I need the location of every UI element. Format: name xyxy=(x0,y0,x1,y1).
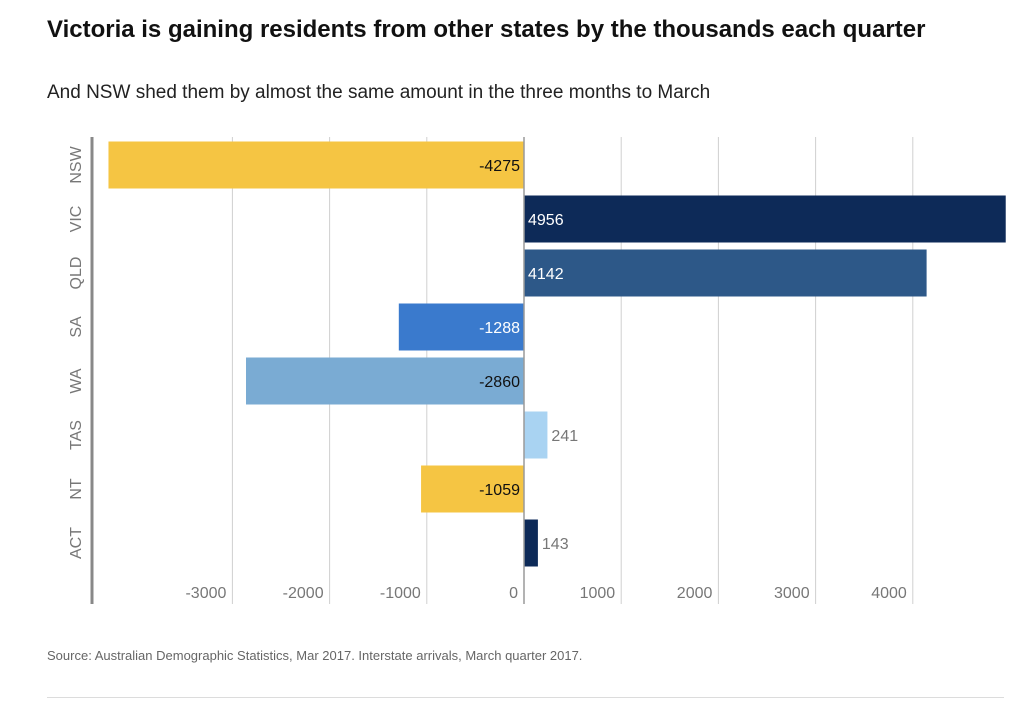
bar-sa xyxy=(398,303,524,351)
value-label: 4956 xyxy=(528,212,564,229)
category-label: VIC xyxy=(68,206,85,233)
category-label: QLD xyxy=(68,257,85,290)
category-label: NSW xyxy=(68,145,85,183)
x-tick-label: -2000 xyxy=(283,585,324,602)
value-label: 143 xyxy=(542,536,569,553)
chart-subtitle: And NSW shed them by almost the same amo… xyxy=(47,82,711,103)
category-label: NT xyxy=(68,478,85,500)
category-label: WA xyxy=(68,368,85,394)
x-tick-label: -1000 xyxy=(380,585,421,602)
footer-divider xyxy=(47,697,1004,698)
bar-qld xyxy=(524,249,927,297)
x-tick-label: 2000 xyxy=(677,585,713,602)
category-label: ACT xyxy=(68,527,85,559)
x-tick-label: 3000 xyxy=(774,585,810,602)
chart-title: Victoria is gaining residents from other… xyxy=(47,16,926,43)
bar-nsw xyxy=(108,141,524,189)
category-label: SA xyxy=(68,316,85,338)
value-label: -1059 xyxy=(479,482,520,499)
bar-wa xyxy=(246,357,524,405)
value-label: -4275 xyxy=(479,158,520,175)
x-tick-label: 0 xyxy=(509,585,518,602)
bar-tas xyxy=(524,411,548,459)
value-label: 241 xyxy=(551,428,578,445)
bar-vic xyxy=(524,195,1006,243)
x-tick-label: -3000 xyxy=(185,585,226,602)
value-label: -1288 xyxy=(479,320,520,337)
x-tick-label: 1000 xyxy=(580,585,616,602)
x-tick-label: 4000 xyxy=(871,585,907,602)
bar-act xyxy=(524,519,538,567)
value-label: 4142 xyxy=(528,266,564,283)
bar-chart: -3000 -2000 -1000 0 1000 2000 3000 4000 NSW -4275… xyxy=(68,137,1006,604)
category-label: TAS xyxy=(68,420,85,450)
source-note: Source: Australian Demographic Statistic… xyxy=(47,648,583,663)
value-label: -2860 xyxy=(479,374,520,391)
bar-nt xyxy=(421,465,524,513)
